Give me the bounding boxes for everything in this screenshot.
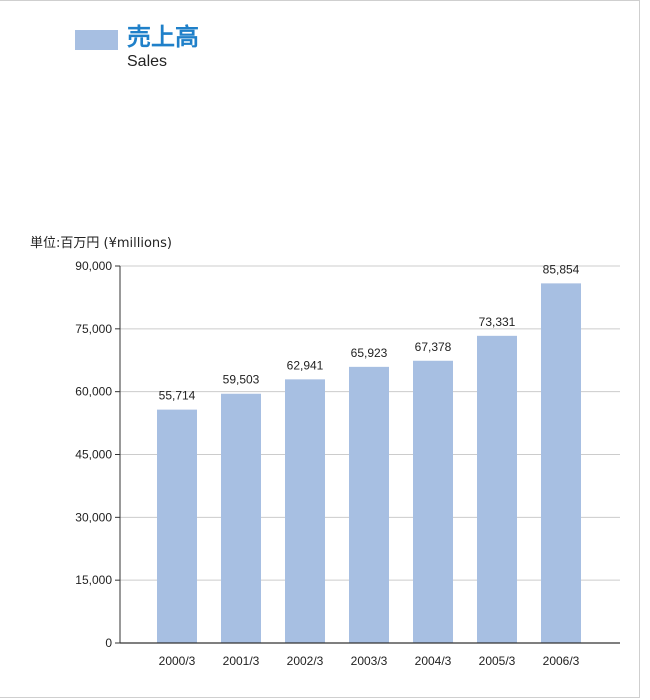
- y-tick-label: 45,000: [75, 448, 112, 462]
- y-tick-label: 60,000: [75, 385, 112, 399]
- x-tick-label: 2000/3: [159, 654, 196, 668]
- bar-value-label: 59,503: [223, 373, 260, 387]
- bar-value-label: 65,923: [351, 346, 388, 360]
- x-tick-label: 2005/3: [479, 654, 516, 668]
- bar: [477, 335, 517, 643]
- bar-value-label: 55,714: [159, 389, 196, 403]
- y-tick-label: 30,000: [75, 510, 112, 524]
- x-tick-label: 2006/3: [543, 654, 580, 668]
- bar-value-label: 62,941: [287, 358, 324, 372]
- chart-title: 売上高: [127, 23, 199, 51]
- bar: [413, 360, 453, 643]
- y-tick-label: 15,000: [75, 573, 112, 587]
- bar-value-label: 85,854: [543, 262, 580, 276]
- chart-subtitle: Sales: [127, 53, 168, 70]
- y-axis-unit-label: 単位:百万円 (¥millions): [30, 236, 173, 251]
- bar: [541, 283, 581, 643]
- bar: [349, 366, 389, 643]
- y-tick-label: 0: [105, 636, 112, 650]
- bar: [157, 409, 197, 643]
- y-tick-label: 90,000: [75, 259, 112, 273]
- bar-value-label: 67,378: [415, 340, 452, 354]
- bar: [285, 379, 325, 643]
- x-tick-label: 2003/3: [351, 654, 388, 668]
- bar: [221, 393, 261, 643]
- legend-swatch: [75, 30, 118, 50]
- bar-value-label: 73,331: [479, 315, 516, 329]
- y-tick-label: 75,000: [75, 322, 112, 336]
- x-tick-label: 2004/3: [415, 654, 452, 668]
- x-tick-label: 2001/3: [223, 654, 260, 668]
- x-tick-label: 2002/3: [287, 654, 324, 668]
